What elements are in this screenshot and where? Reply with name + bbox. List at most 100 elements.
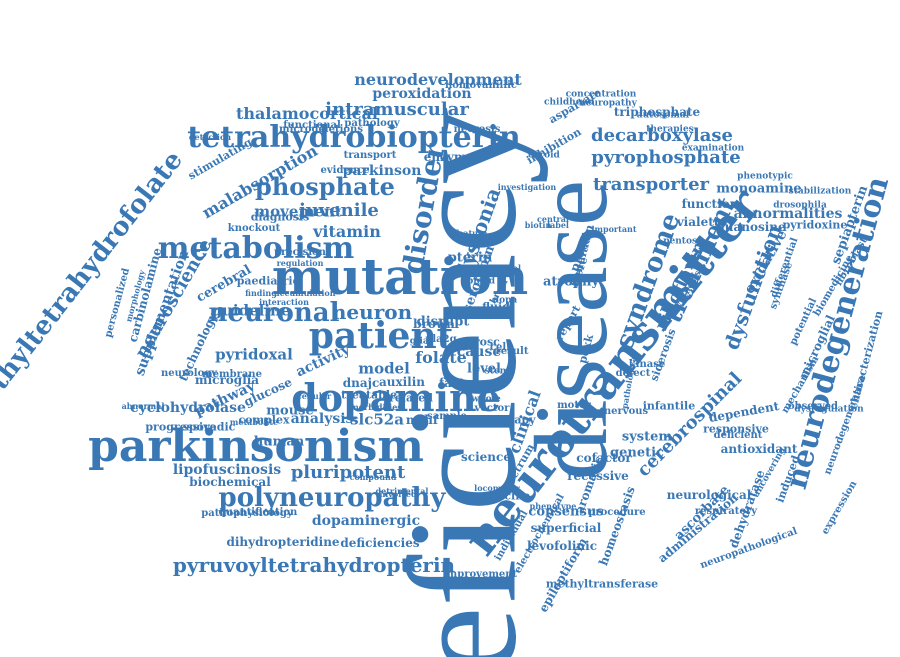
word-observed: observed: [787, 401, 839, 412]
word-accumulation: accumulation: [274, 288, 336, 298]
word-result: result: [495, 346, 529, 357]
word-expression: expression: [819, 479, 860, 537]
word-disrupt: disrupt: [416, 314, 470, 330]
word-locomotor: locomotor: [474, 483, 520, 493]
word-methyltetrahydrofolate: methyltetrahydrofolate: [0, 145, 189, 431]
word-pyridoxal: pyridoxal: [215, 345, 293, 364]
word-improvement: improvement: [442, 569, 518, 580]
word-finding: finding: [245, 288, 277, 298]
word-concentration: concentration: [565, 89, 637, 100]
word-movement: movement: [254, 202, 342, 221]
word-examination: examination: [681, 143, 745, 154]
word-pluripotent: pluripotent: [290, 462, 406, 483]
word-decarboxylase: decarboxylase: [590, 125, 734, 146]
word-dysregulation: dysregulation: [794, 404, 864, 415]
word-compound: compound: [349, 472, 397, 482]
word-procedure: procedure: [588, 507, 646, 518]
word-folate: folate: [415, 348, 467, 367]
word-atrophy: atrophy: [542, 274, 600, 290]
word-phosphate: phosphate: [255, 172, 395, 201]
word-polyneuropathy: polyneuropathy: [218, 483, 446, 513]
word-factor: factor: [438, 376, 480, 390]
word-transporter: transporter: [592, 174, 710, 195]
word-patient: patient: [308, 315, 454, 357]
word-dopaminergic: dopaminergic: [311, 513, 421, 529]
word-phenotype: phenotype: [529, 501, 577, 511]
word-neuropathological: neuropathological: [698, 525, 799, 572]
word-fluid: fluid: [482, 300, 510, 314]
word-necrosis: necrosis: [453, 124, 501, 135]
word-stem: stem: [484, 366, 510, 377]
word-homovanillic: homovanillic: [444, 80, 518, 91]
word-mouse: mouse: [266, 403, 314, 419]
word-interaction: interaction: [259, 297, 309, 307]
word-blood: blood: [466, 276, 496, 287]
word-guideline: guideline: [211, 301, 291, 320]
word-deficiencies: deficiencies: [340, 536, 420, 550]
word-enzyme: enzyme: [423, 150, 475, 164]
word-neuropathy: neuropathy: [579, 98, 637, 109]
word-abnormal: abnormal: [121, 401, 165, 411]
word-medicine: medicine: [473, 489, 531, 503]
word-science: science: [461, 450, 511, 464]
word-neurodevelopment: neurodevelopment: [354, 70, 522, 89]
word-triphosphate: triphosphate: [613, 105, 701, 119]
word-label: label: [547, 220, 569, 230]
word-whole: whole: [471, 394, 501, 405]
word-investigation: investigation: [497, 182, 557, 192]
word-pathophysiology: pathophysiology: [201, 508, 293, 519]
word-pyridoxine: pyridoxine: [782, 218, 848, 232]
word-biochemical: biochemical: [189, 475, 271, 489]
word-important: important: [591, 224, 637, 234]
word-thalamocortical: thalamocortical: [236, 104, 378, 123]
word-pyruvoyltetrahydropterin: pyruvoyltetrahydropterin: [172, 553, 456, 577]
word-metabolism: metabolism: [157, 231, 355, 266]
word-dihydropteridine: dihydropteridine: [226, 535, 340, 549]
word-abnormalities: abnormalities: [733, 206, 843, 222]
word-childhood: childhood: [544, 97, 594, 108]
word-detrimental: detrimental: [375, 486, 429, 496]
word-peroxidation: peroxidation: [372, 86, 472, 102]
word-motor: motor: [557, 400, 591, 411]
word-therapy: therapy: [488, 413, 536, 427]
word-infantile: infantile: [642, 399, 696, 413]
word-membrane: membrane: [202, 369, 262, 380]
word-dopa: dopa: [492, 295, 518, 306]
word-pathology: pathology: [344, 118, 400, 129]
word-cyclohydrolase: cyclohydrolase: [130, 400, 246, 416]
word-functional: functional: [283, 120, 341, 131]
word-function: function: [681, 197, 739, 211]
word-antioxidant: antioxidant: [720, 442, 798, 456]
word-model: model: [358, 359, 410, 378]
word-tetrahydrobiopterin: tetrahydrobiopterin: [187, 120, 521, 155]
word-homeostasis: homeostasis: [596, 484, 638, 568]
word-consensus: consensus: [528, 504, 604, 520]
word-level: level: [467, 361, 501, 377]
word-superficial: superficial: [530, 521, 602, 535]
word-methyltransferase: methyltransferase: [545, 577, 659, 591]
word-neuronal: neuronal: [208, 298, 340, 328]
word-ceroid: ceroid: [528, 150, 560, 161]
word-regulation: regulation: [276, 258, 324, 268]
word-analysis: analysis: [290, 411, 354, 427]
word-nervous: nervous: [603, 406, 649, 417]
word-cellular: cellular: [296, 391, 332, 401]
word-knockout: knockout: [227, 223, 281, 234]
word-brown: brown: [413, 317, 455, 331]
word-complex: complex: [238, 413, 290, 427]
word-sporadic: sporadic: [182, 420, 236, 434]
word-parkinson: parkinson: [342, 163, 422, 179]
word-dnajc: dnajc: [342, 376, 380, 390]
word-feature: feature: [454, 228, 488, 238]
word-morbidities: morbidities: [350, 402, 402, 412]
word-folinic: folinic: [466, 268, 500, 279]
word-cell: cell: [489, 342, 511, 353]
word-intramuscular: intramuscular: [325, 99, 469, 120]
word-related: related: [389, 391, 433, 405]
word-neurological: neurological: [666, 488, 752, 502]
word-normal: normal: [488, 263, 522, 273]
word-phenotypic: phenotypic: [737, 171, 793, 182]
word-neuron: neuron: [331, 300, 413, 324]
word-prosc: prosc: [466, 335, 500, 349]
word-recessive: recessive: [567, 469, 629, 483]
